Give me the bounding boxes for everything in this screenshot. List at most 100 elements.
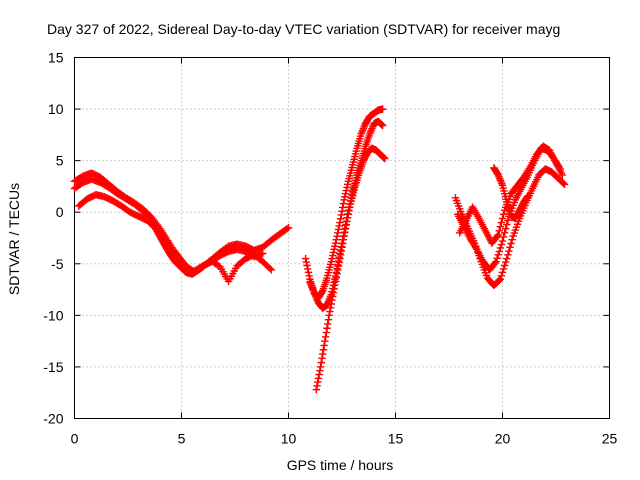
data-point <box>511 226 520 234</box>
data-point <box>284 223 293 232</box>
data-point <box>560 180 569 189</box>
y-tick-label: 0 <box>56 204 64 220</box>
data-point <box>496 244 505 252</box>
data-point <box>338 207 346 215</box>
data-point <box>351 176 360 185</box>
data-point <box>267 266 276 274</box>
y-axis-label: SDTVAR / TECUs <box>6 183 22 295</box>
data-point <box>343 183 351 192</box>
data-point <box>348 163 356 172</box>
data-point <box>514 217 523 226</box>
data-point <box>340 196 348 204</box>
data-point <box>338 239 346 247</box>
data-point <box>524 192 532 200</box>
grid <box>74 57 610 419</box>
data-point <box>337 242 345 251</box>
data-point <box>504 251 512 259</box>
data-point <box>336 218 344 227</box>
data-point <box>303 261 311 270</box>
data-point <box>502 225 510 233</box>
series-7 <box>451 165 569 290</box>
data-point <box>341 221 350 229</box>
data-point <box>344 210 352 218</box>
data-point <box>259 249 267 258</box>
data-point <box>503 220 511 229</box>
data-point <box>329 281 338 290</box>
data-point <box>327 291 335 299</box>
y-tick-label: -20 <box>43 411 63 427</box>
data-point <box>456 205 464 213</box>
data-point <box>333 264 341 273</box>
plot-frame <box>74 57 610 419</box>
data-point <box>348 190 356 199</box>
data-point <box>334 257 343 265</box>
data-point <box>454 202 463 210</box>
series-3 <box>75 190 267 277</box>
data-point <box>344 177 353 185</box>
data-point <box>332 268 340 277</box>
data-point <box>497 272 506 280</box>
data-point <box>347 166 355 174</box>
data-point <box>499 265 508 273</box>
data-point <box>328 287 336 296</box>
y-tick-labels: -20 -15 -10 -5 0 5 10 15 <box>43 50 63 427</box>
data-point <box>499 233 508 241</box>
data-point <box>331 239 340 247</box>
data-point <box>321 337 329 345</box>
data-point <box>335 222 343 230</box>
data-point <box>345 203 353 211</box>
data-point <box>324 320 332 328</box>
axis-ticks <box>74 57 610 419</box>
data-point <box>319 346 328 354</box>
data-point <box>327 258 335 266</box>
data-point <box>349 185 358 193</box>
data-point <box>336 246 345 254</box>
data-point <box>312 385 321 394</box>
x-axis-label: GPS time / hours <box>287 457 394 473</box>
data-point <box>319 350 327 358</box>
data-point <box>342 186 350 195</box>
data-point <box>513 220 522 228</box>
data-point <box>496 275 505 283</box>
data-point <box>494 231 502 239</box>
data-point <box>493 254 501 262</box>
data-point <box>492 258 500 266</box>
data-point <box>325 266 333 274</box>
data-point <box>378 105 387 113</box>
data-point <box>500 206 509 214</box>
data-point <box>351 150 360 158</box>
data-point <box>504 216 512 225</box>
data-point <box>352 147 360 155</box>
x-tick-labels: 0 5 10 15 20 25 <box>71 431 618 447</box>
data-point <box>512 223 521 231</box>
data-point <box>349 187 357 196</box>
data-point <box>324 315 333 324</box>
data-point <box>342 217 350 226</box>
data-point <box>558 171 567 179</box>
data-point <box>481 269 490 277</box>
data-point <box>451 194 460 202</box>
data-point <box>347 194 355 202</box>
data-point <box>333 232 341 240</box>
data-point <box>341 189 350 198</box>
data-point <box>457 207 465 216</box>
chart-title: Day 327 of 2022, Sidereal Day-to-day VTE… <box>47 21 560 37</box>
data-point <box>502 258 510 266</box>
data-point <box>509 201 517 210</box>
data-point <box>381 154 389 163</box>
data-point <box>499 184 507 192</box>
data-point <box>502 195 510 203</box>
data-point <box>499 210 508 218</box>
data-point <box>507 239 515 248</box>
data-point <box>302 258 311 266</box>
data-point <box>497 240 506 249</box>
y-tick-label: -5 <box>51 256 64 272</box>
series-4 <box>301 105 387 302</box>
y-tick-label: 5 <box>56 153 64 169</box>
data-point <box>498 237 507 245</box>
y-tick-label: 10 <box>48 101 64 117</box>
data-point <box>350 155 358 163</box>
data-point <box>339 203 347 212</box>
data-point <box>323 324 331 332</box>
data-point <box>510 229 518 237</box>
